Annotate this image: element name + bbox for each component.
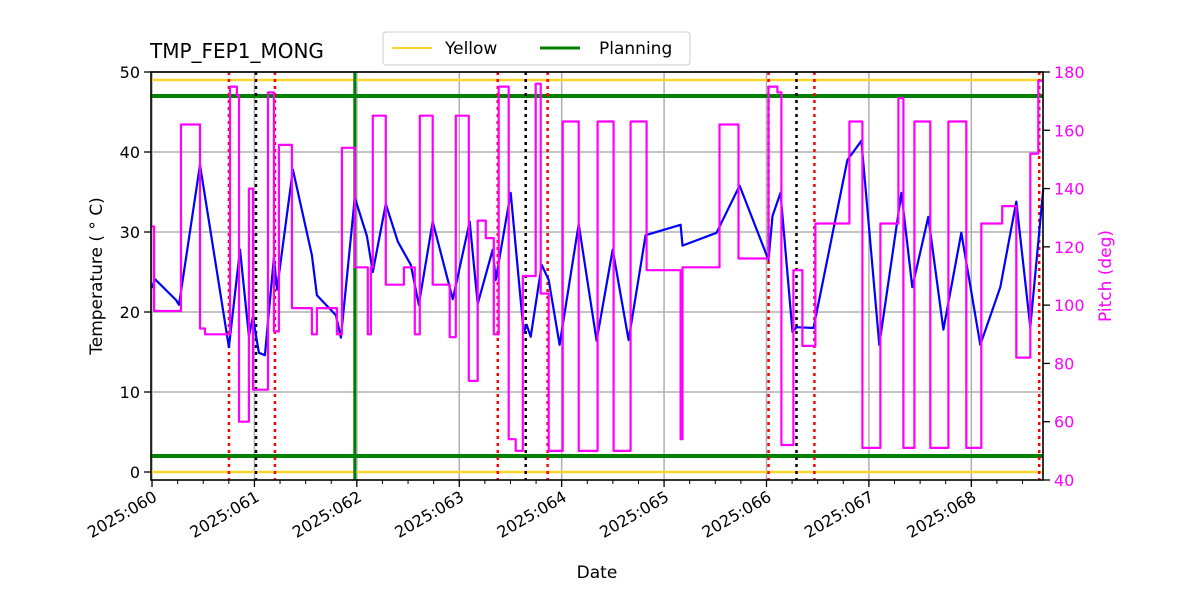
- chart-title: TMP_FEP1_MONG: [149, 39, 324, 63]
- temperature-series-line: [150, 139, 1045, 357]
- x-tick-label: 2025:066: [699, 487, 775, 542]
- legend-label-yellow: Yellow: [444, 39, 497, 59]
- plot-frame: [150, 71, 1044, 481]
- y-tick-label: 30: [120, 223, 140, 242]
- x-tick-label: 2025:065: [596, 487, 672, 542]
- legend: Yellow Planning: [382, 31, 691, 66]
- legend-label-planning: Planning: [599, 39, 672, 59]
- x-tick-label: 2025:061: [187, 487, 263, 542]
- y-tick-label: 0: [130, 463, 140, 482]
- pitch-series-line: [152, 79, 1044, 452]
- x-tick-label: 2025:063: [391, 487, 467, 542]
- x-tick-label: 2025:068: [903, 487, 979, 542]
- y-right-tick-label: 140: [1054, 180, 1085, 199]
- y-tick-label: 20: [120, 303, 140, 322]
- x-tick-label: 2025:060: [84, 487, 160, 542]
- plot-marks: [150, 72, 1045, 480]
- legend-box: [382, 31, 691, 66]
- y-tick-label: 10: [120, 383, 140, 402]
- x-tick-label: 2025:062: [289, 487, 365, 542]
- y-axis-label: Temperature ( ° C): [87, 197, 107, 356]
- y-right-tick-label: 40: [1054, 471, 1074, 490]
- x-tick-label: 2025:064: [494, 487, 570, 542]
- y-tick-label: 50: [120, 63, 140, 82]
- y-tick-label: 40: [120, 143, 140, 162]
- x-axis-label: Date: [577, 563, 618, 583]
- y-right-tick-label: 180: [1054, 63, 1085, 82]
- x-tick-label: 2025:067: [801, 487, 877, 542]
- y-right-tick-label: 100: [1054, 296, 1085, 315]
- y-right-tick-label: 120: [1054, 238, 1085, 257]
- y-right-tick-label: 160: [1054, 121, 1085, 140]
- y-right-tick-label: 60: [1054, 413, 1074, 432]
- y-axis-right-label: Pitch (deg): [1096, 230, 1116, 322]
- y-right-tick-label: 80: [1054, 354, 1074, 373]
